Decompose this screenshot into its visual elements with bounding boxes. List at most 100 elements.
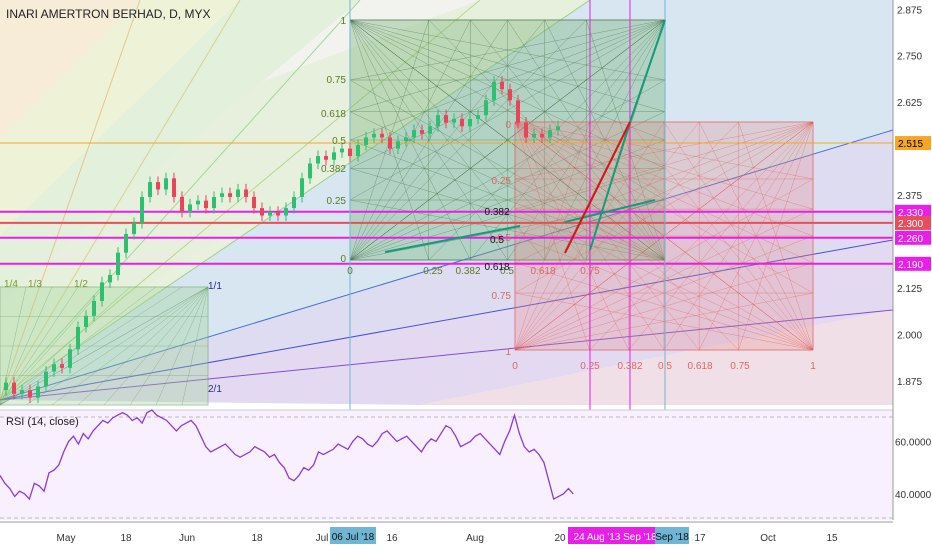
price-tick: 2.625 <box>897 98 922 109</box>
candle-body <box>52 364 56 372</box>
green-box-diag <box>349 19 508 261</box>
green-box-diag <box>349 19 666 261</box>
small-box-diag <box>51 286 209 406</box>
date-badge-label: 13 Sep '18 <box>609 532 657 543</box>
candle-body <box>308 163 312 179</box>
red-box-bottom-label: 1 <box>810 361 816 372</box>
candle-body <box>44 371 48 387</box>
green-box-diag <box>349 19 666 141</box>
price-badge-label: 2.300 <box>898 219 923 230</box>
time-tick: Oct <box>760 533 776 544</box>
price-tick: 2.750 <box>897 52 922 63</box>
red-box-left-label: 0.75 <box>492 291 512 302</box>
small-box-diag <box>77 286 209 406</box>
green-box-left-label: 0.618 <box>321 109 346 120</box>
candle-body <box>244 189 248 197</box>
red-box-diag <box>514 121 590 351</box>
candle-body <box>124 234 128 253</box>
fan-label: 1/3 <box>28 279 42 290</box>
price-tick: 2.125 <box>897 284 922 295</box>
candle-body <box>492 81 496 101</box>
candle-body <box>140 196 144 223</box>
candle-body <box>556 126 560 131</box>
trend-line <box>564 199 656 223</box>
price-badge-label: 2.330 <box>898 208 923 219</box>
price-badge <box>895 204 931 219</box>
candle-body <box>284 208 288 216</box>
candle-body <box>60 364 64 368</box>
candle-body <box>212 196 216 209</box>
time-tick: Aug <box>466 533 484 544</box>
fan-label: 1/1 <box>208 281 222 292</box>
small-box-diag <box>181 286 209 406</box>
small-box-diag <box>25 286 209 406</box>
fan-band <box>0 0 360 300</box>
fan-line <box>0 239 894 401</box>
red-box-left-label: 0.5 <box>497 233 511 244</box>
candle-body <box>324 156 328 160</box>
candle-body <box>172 178 176 197</box>
red-trend-line <box>564 121 631 254</box>
green-box-bottom-label: 0.382 <box>455 266 480 277</box>
price-badge-label: 2.190 <box>898 260 923 271</box>
small-box-diag <box>155 286 209 406</box>
green-box-diag <box>349 168 666 261</box>
fan-label: 1/2 <box>74 279 88 290</box>
candle-body <box>148 182 152 197</box>
candle-body <box>68 349 72 368</box>
candle-body <box>484 100 488 116</box>
trend-line <box>384 225 521 253</box>
price-tick: 1.875 <box>897 377 922 388</box>
rsi-line <box>0 409 574 501</box>
red-box-diag <box>589 121 814 351</box>
candle-body <box>292 196 296 209</box>
retracement-label: 0.5 <box>490 235 504 246</box>
red-box-bottom-label: 0.618 <box>687 361 712 372</box>
retracement-label: 0.618 <box>530 266 555 277</box>
candle-body <box>380 133 384 138</box>
red-box-left-label: 0.25 <box>492 176 512 187</box>
candle-body <box>300 178 304 197</box>
candle-body <box>452 118 456 123</box>
fan-line <box>0 0 141 401</box>
red-box-bottom-label: 0.5 <box>658 361 672 372</box>
small-box-diag <box>129 286 209 406</box>
red-box-diag <box>514 208 814 351</box>
green-box-diag <box>507 19 666 261</box>
green-box-diag <box>349 19 545 261</box>
candle-body <box>164 178 168 190</box>
retracement-label: 0.618 <box>484 262 509 273</box>
red-box-diag <box>514 262 814 351</box>
red-box-diag <box>663 121 814 351</box>
time-tick: 17 <box>694 533 706 544</box>
fan-label: 2/1 <box>208 384 222 395</box>
candle-body <box>276 211 280 216</box>
candle-body <box>116 252 120 275</box>
date-badge-label: 24 Aug '18 <box>574 532 621 543</box>
candle-body <box>20 390 24 394</box>
green-gann-box <box>349 19 666 261</box>
date-badge <box>330 527 376 544</box>
small-box-diag <box>0 286 53 406</box>
red-box-diag <box>514 121 814 180</box>
candle-body <box>228 193 232 197</box>
red-box-bottom-label: 0 <box>512 361 518 372</box>
candle-body <box>236 189 240 197</box>
red-box-diag <box>514 235 814 351</box>
green-box-left-label: 0.5 <box>332 136 346 147</box>
candle-body <box>428 126 432 134</box>
retracement-label: 0.75 <box>580 266 600 277</box>
candle-body <box>4 382 8 391</box>
candle-body <box>36 386 40 398</box>
candle-body <box>28 390 32 398</box>
candle-body <box>532 133 536 138</box>
red-box-bottom-label: 0.25 <box>580 361 600 372</box>
red-box-diag <box>738 121 814 351</box>
red-box-bottom-label: 0.382 <box>617 361 642 372</box>
green-box-diag <box>470 19 666 261</box>
candle-body <box>524 122 528 138</box>
price-tick: 2.375 <box>897 191 922 202</box>
candle-body <box>108 274 112 283</box>
candle-body <box>316 156 320 164</box>
